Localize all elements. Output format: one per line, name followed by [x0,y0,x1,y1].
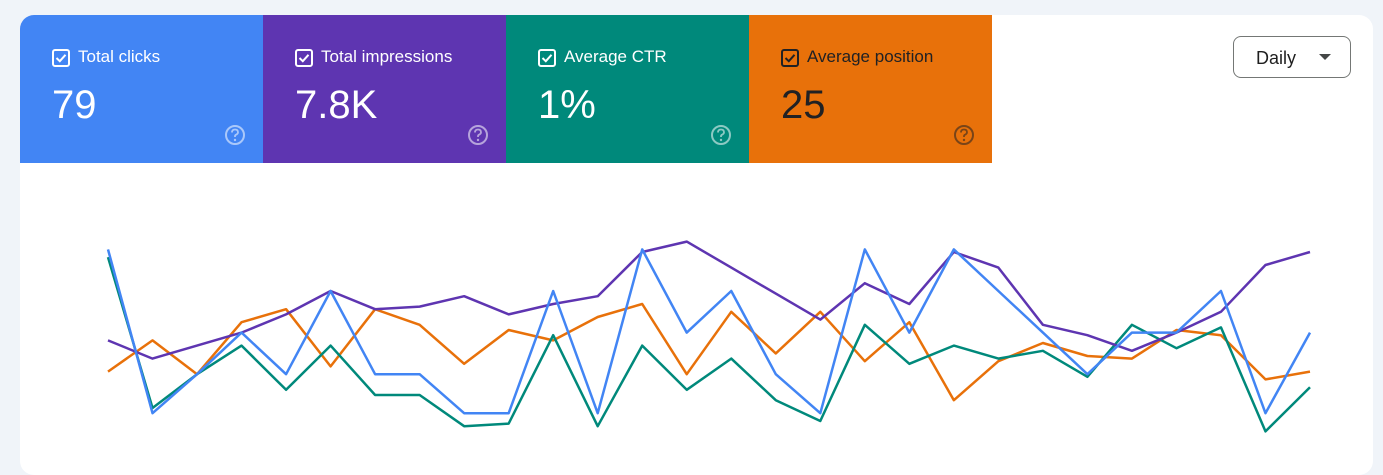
help-icon[interactable] [224,124,246,146]
metric-line [107,240,1311,360]
metric-label: Average position [807,47,934,66]
metric-value: 1% [538,83,596,127]
metric-value: 7.8K [295,83,378,127]
checkbox[interactable] [781,49,799,67]
performance-card: Total clicks 79 Total impressions 7.8K A… [20,15,1373,475]
checkbox[interactable] [295,49,313,67]
metric-tile[interactable]: Average position 25 [749,15,992,163]
checkbox[interactable] [538,49,556,67]
metric-line [106,248,1312,415]
checkbox[interactable] [52,49,70,67]
metric-value: 25 [781,83,826,127]
metric-tile[interactable]: Total impressions 7.8K [263,15,506,163]
page: Total clicks 79 Total impressions 7.8K A… [20,15,1373,475]
help-icon[interactable] [953,124,975,146]
metric-line [106,256,1311,433]
metric-value: 79 [52,83,97,127]
metric-tile[interactable]: Average CTR 1% [506,15,749,163]
metric-line [107,302,1311,402]
metric-tile[interactable]: Total clicks 79 [20,15,263,163]
dropdown-label: Daily [1256,48,1297,68]
metric-label: Total impressions [321,47,453,66]
chart [106,240,1312,433]
help-icon[interactable] [467,124,489,146]
date-dropdown[interactable]: Daily [1233,36,1351,78]
dropdown-arrow [1319,54,1331,60]
metric-label: Average CTR [564,47,667,66]
help-icon[interactable] [710,124,732,146]
metric-label: Total clicks [78,47,161,66]
